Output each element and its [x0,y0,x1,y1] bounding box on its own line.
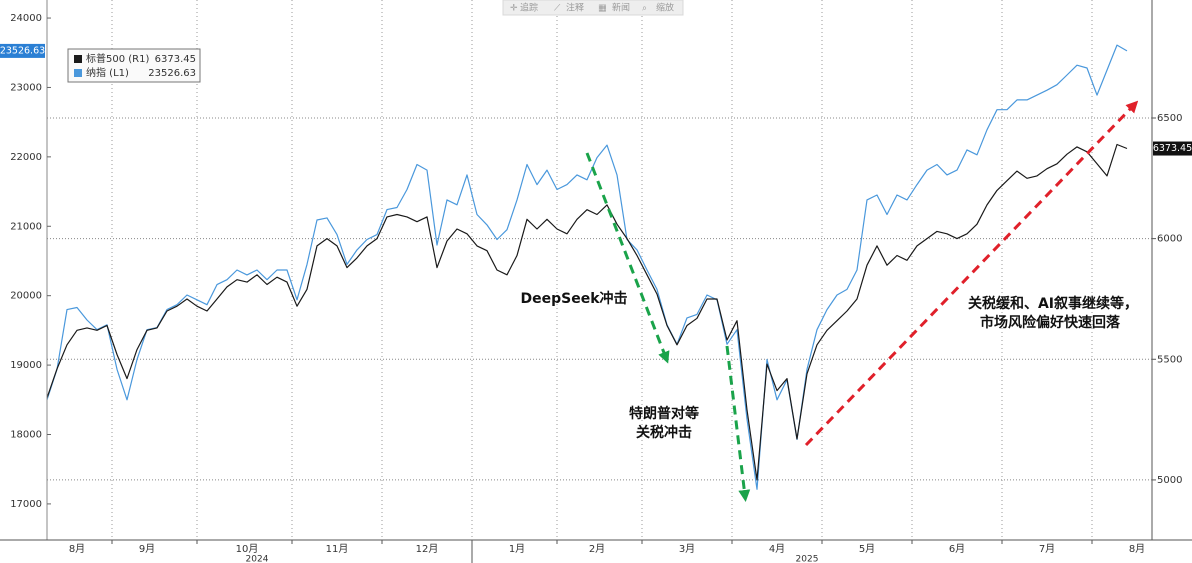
axes: 17000 18000 19000 20000 21000 22000 23000 24000… [10,13,1182,563]
lines [46,44,1128,490]
x-tick-label: 7月 [1039,543,1055,555]
y-tick-label: 18000 [10,429,42,440]
legend-swatch [74,69,82,77]
y2-tick-label: 6000 [1157,234,1182,245]
x-tick-label: 9月 [139,543,155,555]
annotation: 关税缓和、AI叙事继续等， [968,295,1138,312]
tool-label: 缩放 [656,2,674,14]
y-tick-label: 24000 [10,13,42,24]
tool-track[interactable]: ✛ 追踪 [510,2,538,14]
x-tick-label: 5月 [859,543,875,555]
last-value-label: 6373.45 [1153,143,1192,154]
plot-area [47,0,1152,540]
badges: 6373.45 23526.63 [0,43,1192,156]
annotation: 关税冲击 [636,424,692,441]
last-value-badge [0,43,45,58]
toolbar-bg [502,0,684,16]
tool-annotate[interactable]: ⟋ 注释 [554,2,584,14]
arrow [585,152,670,364]
annotation: 市场风险偏好快速回落 [980,314,1121,331]
y-tick-label: 20000 [10,291,42,302]
annotation: DeepSeek冲击 [520,290,627,307]
y-tick-label: 23000 [10,82,42,93]
toolbar: ✛ 追踪 ⟋ 注释 ▦ 新闻 ⌕ 缩放 [502,0,684,16]
series-line [46,44,1128,490]
legend-box [67,48,201,83]
x-tick-label: 10月 [236,543,259,555]
x-tick-label: 4月 [769,543,785,555]
x-tick-label: 3月 [679,543,695,555]
tool-news[interactable]: ▦ 新闻 [598,2,630,14]
annotation: 特朗普对等 [629,405,699,422]
x-tick-label: 8月 [1129,543,1145,555]
last-value-badge [1153,141,1192,156]
y2-tick-label: 5000 [1157,475,1182,486]
tool-icon: ⌕ [642,4,647,14]
tool-icon: ⟋ [554,4,561,14]
x-tick-label: 1月 [509,543,525,555]
x-tick-label: 12月 [416,543,439,555]
y-tick-label: 22000 [10,152,42,163]
x-tick-label: 2月 [589,543,605,555]
x-group-label: 2024 [246,555,269,563]
arrow [725,345,751,502]
legend-swatch [74,55,82,63]
x-group-label: 2025 [796,555,819,563]
legend-value: 23526.63 [148,68,196,79]
tool-label: 注释 [566,2,584,14]
tool-icon: ▦ [598,4,607,14]
x-tick-label: 6月 [949,543,965,555]
x-tick-label: 11月 [326,543,349,555]
legend-label: 标普500 (R1) [86,52,149,65]
tool-label: 新闻 [612,2,630,14]
y-tick-label: 21000 [10,221,42,232]
legend-label: 纳指 (L1) [86,66,129,79]
y-tick-label: 17000 [10,499,42,510]
y2-tick-label: 6500 [1157,113,1182,124]
legend: 标普500 (R1) 6373.45 纳指 (L1) 23526.63 [67,48,201,83]
y2-tick-label: 5500 [1157,354,1182,365]
tool-zoom[interactable]: ⌕ 缩放 [642,2,674,14]
y-tick-label: 19000 [10,360,42,371]
series-line [46,143,1128,481]
tool-label: 追踪 [520,2,538,14]
legend-value: 6373.45 [155,54,196,65]
grid [47,0,1152,540]
tool-icon: ✛ [510,4,518,14]
last-value-label: 23526.63 [0,45,45,56]
arrow [804,100,1139,447]
x-tick-label: 8月 [69,543,85,555]
